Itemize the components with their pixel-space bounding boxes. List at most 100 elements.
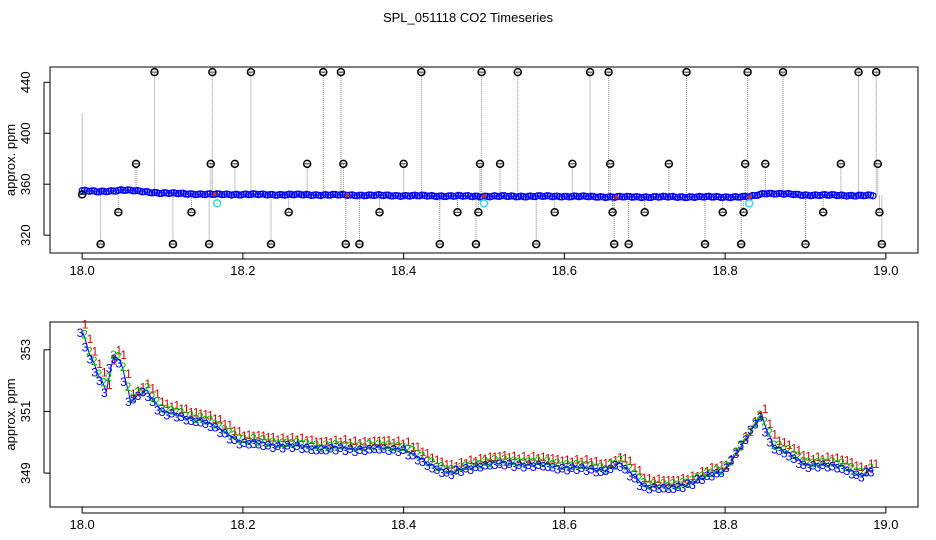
marker-digit-2: 2 bbox=[105, 370, 112, 384]
data-point bbox=[512, 193, 520, 201]
marker-digit-1: 1 bbox=[236, 424, 243, 438]
chart-title: SPL_051118 CO2 Timeseries bbox=[383, 10, 554, 25]
marker-digit-2: 2 bbox=[371, 440, 378, 454]
marker-digit-1: 1 bbox=[660, 474, 667, 488]
marker-digit-3: 3 bbox=[689, 478, 696, 492]
outlier-point bbox=[150, 67, 159, 77]
marker-digit-3: 3 bbox=[371, 442, 378, 456]
marker-digit-2: 2 bbox=[438, 459, 445, 473]
marker-digit-2: 2 bbox=[385, 438, 392, 452]
marker-digit-2: 2 bbox=[626, 461, 633, 475]
outlier-point bbox=[836, 159, 846, 169]
outlier-point bbox=[513, 67, 523, 77]
marker-digit-1: 1 bbox=[689, 469, 696, 483]
marker-digit-2: 2 bbox=[761, 415, 768, 429]
marker-digit-1: 1 bbox=[733, 445, 740, 459]
marker-digit-2: 2 bbox=[467, 459, 474, 473]
marker-digit-1: 1 bbox=[381, 434, 388, 448]
marker-digit-2: 2 bbox=[559, 459, 566, 473]
marker-digit-2: 2 bbox=[742, 431, 749, 445]
marker-digit-3: 3 bbox=[762, 425, 769, 439]
data-point bbox=[141, 188, 149, 196]
data-point bbox=[507, 192, 515, 200]
marker-digit-2: 2 bbox=[858, 465, 865, 479]
marker-digit-1: 1 bbox=[699, 464, 706, 478]
marker-digit-2: 2 bbox=[708, 466, 715, 480]
marker-digit-1: 1 bbox=[251, 429, 258, 443]
data-point bbox=[592, 193, 600, 201]
marker-digit-2: 2 bbox=[616, 453, 623, 467]
data-point bbox=[850, 192, 858, 200]
marker-digit-2: 2 bbox=[737, 440, 744, 454]
marker-digit-1: 1 bbox=[101, 366, 108, 380]
marker-digit-2: 2 bbox=[843, 460, 850, 474]
marker-digit-2: 2 bbox=[144, 381, 151, 395]
marker-digit-3: 3 bbox=[154, 403, 161, 417]
marker-digit-1: 1 bbox=[564, 453, 571, 467]
marker-digit-2: 2 bbox=[568, 459, 575, 473]
data-point bbox=[666, 193, 675, 201]
marker-digit-2: 2 bbox=[501, 453, 508, 467]
marker-digit-2: 2 bbox=[684, 476, 691, 490]
marker-digit-3: 3 bbox=[737, 438, 744, 452]
marker-digit-1: 1 bbox=[328, 435, 335, 449]
marker-digit-2: 2 bbox=[867, 461, 874, 475]
marker-digit-2: 2 bbox=[313, 438, 320, 452]
marker-digit-3: 3 bbox=[554, 462, 561, 476]
data-point bbox=[869, 192, 877, 200]
outlier-point bbox=[417, 67, 426, 77]
marker-digit-3: 3 bbox=[381, 442, 388, 456]
calibration-point bbox=[345, 193, 350, 198]
marker-digit-1: 1 bbox=[318, 435, 325, 449]
marker-digit-1: 1 bbox=[280, 431, 287, 445]
marker-digit-1: 1 bbox=[308, 433, 315, 447]
marker-digit-1: 1 bbox=[868, 457, 875, 471]
marker-digit-1: 1 bbox=[400, 437, 407, 451]
marker-digit-2: 2 bbox=[597, 460, 604, 474]
marker-digit-3: 3 bbox=[853, 468, 860, 482]
marker-digit-1: 1 bbox=[535, 452, 542, 466]
marker-digit-3: 3 bbox=[805, 461, 812, 475]
marker-digit-3: 3 bbox=[149, 395, 156, 409]
outlier-point bbox=[168, 239, 178, 249]
data-point bbox=[493, 192, 501, 200]
marker-digit-1: 1 bbox=[284, 433, 291, 447]
marker-digit-2: 2 bbox=[703, 466, 710, 480]
data-point bbox=[155, 189, 163, 198]
data-point bbox=[445, 192, 453, 200]
marker-digit-1: 1 bbox=[424, 447, 431, 461]
marker-digit-2: 2 bbox=[419, 449, 426, 463]
x-tick-label: 18.4 bbox=[391, 263, 416, 278]
outlier-point bbox=[246, 67, 256, 77]
marker-digit-1: 1 bbox=[603, 457, 610, 471]
marker-digit-1: 1 bbox=[714, 461, 721, 475]
marker-digit-1: 1 bbox=[858, 460, 865, 474]
marker-digit-2: 2 bbox=[800, 454, 807, 468]
marker-digit-3: 3 bbox=[699, 473, 706, 487]
marker-digit-3: 3 bbox=[188, 414, 195, 428]
marker-digit-3: 3 bbox=[627, 469, 634, 483]
outlier-point bbox=[131, 159, 141, 169]
marker-digit-3: 3 bbox=[77, 326, 84, 340]
data-point bbox=[97, 187, 106, 195]
marker-digit-1: 1 bbox=[395, 434, 402, 448]
marker-digit-1: 1 bbox=[771, 427, 778, 441]
marker-digit-1: 1 bbox=[482, 452, 489, 466]
marker-digit-1: 1 bbox=[824, 450, 831, 464]
outlier-point bbox=[550, 207, 559, 217]
marker-digit-2: 2 bbox=[549, 458, 556, 472]
data-point bbox=[797, 191, 805, 199]
marker-digit-2: 2 bbox=[168, 403, 175, 417]
calibration-point bbox=[212, 192, 217, 197]
marker-digit-3: 3 bbox=[718, 466, 725, 480]
outlier-point bbox=[336, 67, 346, 77]
marker-digit-1: 1 bbox=[304, 434, 311, 448]
marker-digit-1: 1 bbox=[246, 428, 253, 442]
marker-digit-3: 3 bbox=[135, 389, 142, 403]
data-point bbox=[613, 193, 622, 201]
marker-digit-3: 3 bbox=[607, 462, 614, 476]
outlier-point bbox=[531, 239, 541, 249]
marker-digit-3: 3 bbox=[356, 443, 363, 457]
marker-digit-1: 1 bbox=[795, 444, 802, 458]
